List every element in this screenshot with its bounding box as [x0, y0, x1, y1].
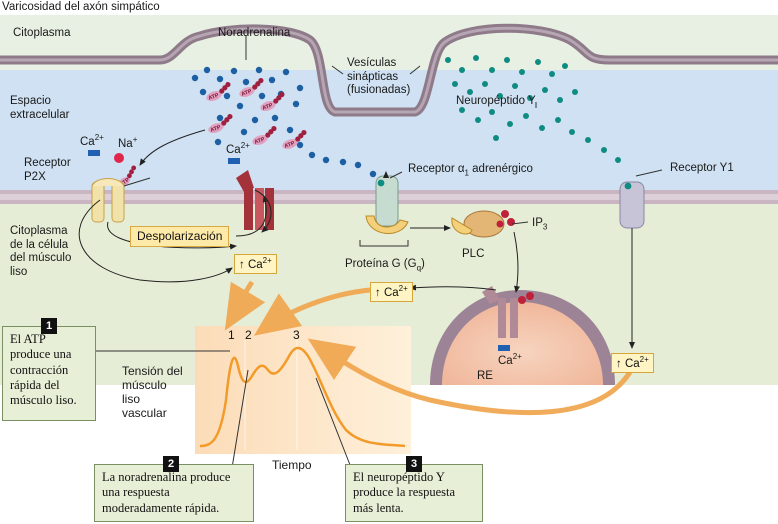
- callout-2-connector: [231, 369, 249, 469]
- tension-curve: [199, 346, 406, 448]
- svg-text:ATP: ATP: [262, 102, 274, 111]
- ca-increase-box-channel: ↑ Ca2+: [234, 254, 277, 274]
- orange-arrow-1: [224, 280, 266, 331]
- callout-3-number: 3: [406, 456, 422, 472]
- callout-1-number: 1: [41, 318, 57, 334]
- endoplasmic-reticulum: [442, 302, 603, 385]
- arrow-p2x-ca: [78, 199, 233, 283]
- graph-xlabel: Tiempo: [272, 458, 312, 472]
- calcium-ion-icon: [498, 345, 510, 351]
- cytoplasm-label: Citoplasma: [13, 27, 71, 39]
- peak-label-3: 3: [293, 328, 300, 342]
- ca-increase-box-er: ↑ Ca2+: [370, 282, 413, 302]
- page-title: Varicosidad del axón simpático: [2, 1, 160, 13]
- depolarization-box: Despolarización: [130, 226, 230, 247]
- plc-label: PLC: [462, 248, 485, 260]
- svg-text:ATP: ATP: [241, 88, 253, 97]
- arrow-channel-ca: [254, 189, 272, 233]
- arrow-depol-channel: [235, 195, 269, 237]
- sodium-ion-icon: [114, 153, 124, 163]
- ca-label-p2x: Ca2+: [80, 133, 104, 148]
- callout-2: La noradrenalina produce una respuesta mod…: [94, 464, 254, 522]
- svg-text:ATP: ATP: [119, 177, 131, 188]
- svg-text:ATP: ATP: [208, 92, 220, 101]
- calcium-ion-icon: [228, 158, 240, 164]
- extracellular-space: [0, 70, 778, 190]
- calcium-channel: [236, 170, 274, 230]
- orange-arrow-2: [253, 287, 371, 336]
- ip3-label: IP3: [532, 217, 548, 232]
- neuropeptide-y-molecules: [445, 55, 621, 163]
- peak-label-1: 1: [228, 328, 235, 342]
- arrow-ip3-er: [513, 231, 520, 293]
- graph-ylabel: Tensión del músculo liso vascular: [122, 364, 183, 421]
- svg-text:ATP: ATP: [210, 124, 222, 133]
- g-protein-bracket: [359, 240, 409, 247]
- callout-3-connector: [315, 377, 353, 471]
- svg-text:ATP: ATP: [254, 136, 266, 145]
- svg-text:ATP: ATP: [284, 140, 296, 149]
- y1-receptor: [619, 181, 645, 229]
- calcium-ion-icon: [88, 150, 100, 156]
- plc-enzyme: [451, 210, 515, 238]
- arrow-atp-to-p2x: [139, 129, 206, 166]
- callout-1: El ATP produce una contracción rápida del m…: [2, 326, 96, 421]
- er-label: RE: [477, 370, 493, 382]
- alpha1-receptor: [365, 175, 409, 234]
- neuropeptide-y-label: Neuropéptido Y: [456, 95, 536, 107]
- muscle-cytoplasm-label: Citoplasma de la célula del músculo liso: [10, 225, 72, 278]
- ca-label-channel: Ca2+: [226, 141, 250, 156]
- y1-receptor-label: Receptor Y1: [670, 162, 734, 174]
- g-protein-label: Proteína G (Gq): [345, 258, 425, 273]
- alpha1-receptor-label: Receptor α1 adrenérgico: [408, 163, 533, 178]
- na-label: Na+: [118, 135, 138, 150]
- orange-arrow-3: [307, 338, 633, 416]
- ca-label-er: Ca2+: [498, 352, 522, 367]
- extracellular-label: Espacio extracelular: [10, 95, 70, 121]
- noradrenaline-label: Noradrenalina: [218, 27, 291, 39]
- arrow-er-ca: [409, 284, 497, 291]
- peak-label-2: 2: [245, 328, 252, 342]
- p2x-receptor-label: Receptor P2X: [24, 157, 71, 183]
- ca-increase-box-y1: ↑ Ca2+: [611, 353, 654, 373]
- graph-area: [195, 326, 411, 454]
- callout-2-number: 2: [163, 456, 179, 472]
- vesicles-label: Vesículas sinápticas (fusionadas): [347, 57, 411, 97]
- ip3-receptor: [482, 286, 534, 338]
